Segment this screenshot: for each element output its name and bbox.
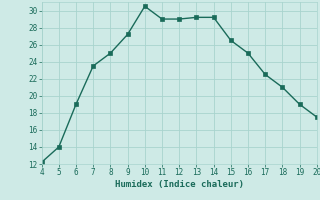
X-axis label: Humidex (Indice chaleur): Humidex (Indice chaleur): [115, 180, 244, 189]
